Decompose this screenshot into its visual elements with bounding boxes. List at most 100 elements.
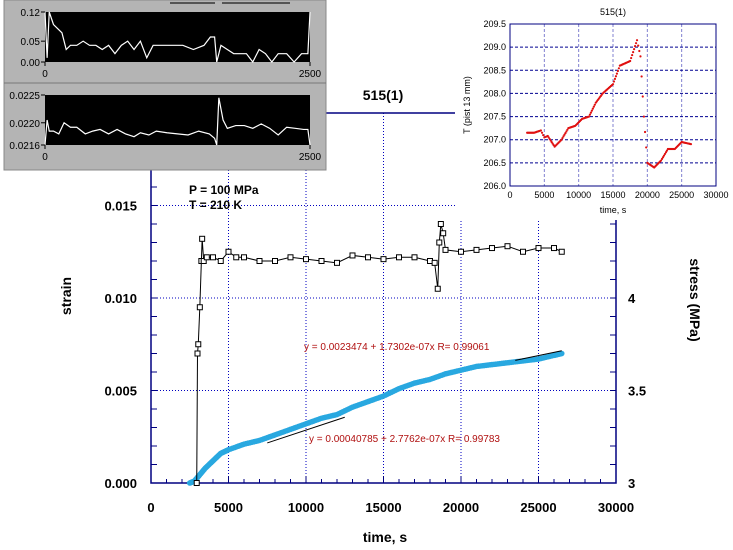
stress-point [473, 246, 480, 253]
plot-frame [150, 112, 617, 484]
stress-point [431, 259, 438, 266]
stress-point [196, 304, 203, 311]
inset-y-tick-label: 206.5 [483, 158, 506, 168]
x-axis-label: time, s [363, 529, 408, 545]
y-axis-label: strain [58, 277, 74, 315]
stress-point [200, 258, 207, 264]
stress-point [303, 256, 309, 263]
lower-monitor-x-tick-label: 2500 [299, 152, 322, 163]
temperature-point [540, 131, 544, 134]
temperature-point [635, 39, 639, 42]
stress-point [287, 254, 294, 261]
stress-point [334, 259, 340, 266]
fit-label: y = 0.0023474 + 1.7302e-07x R= 0.99061 [304, 342, 490, 353]
temperature-point [593, 103, 596, 106]
fit-label: y = 0.00040785 + 2.7762e-07x R= 0.99783 [309, 434, 500, 445]
annotation-temperature: T = 210 K [189, 198, 242, 212]
stress-point [272, 258, 278, 264]
x-tick-label: 25000 [520, 500, 556, 515]
lower-monitor-trace [44, 97, 311, 146]
stress-point [195, 341, 202, 348]
temperature-point [614, 75, 618, 78]
temperature-point [664, 151, 668, 154]
stress-point [411, 254, 418, 261]
temperature-point [665, 149, 669, 152]
stress-point [199, 235, 206, 242]
lower-monitor-y-tick-label: 0.0220 [9, 119, 40, 130]
inset-x-axis-label: time, s [600, 205, 627, 215]
temperature-point [640, 75, 643, 78]
x-tick-label: 5000 [214, 500, 243, 515]
inset-y-axis-label: T (pist 13 mm) [462, 76, 472, 134]
x-tick-label: 15000 [365, 500, 401, 515]
temperature-point [689, 143, 693, 146]
temperature-point [629, 59, 632, 63]
temperature-point [590, 109, 594, 112]
inset-title: 515(1) [600, 7, 626, 17]
temperature-point [662, 154, 666, 157]
temperature-point [592, 105, 595, 108]
inset-y-tick-label: 208.5 [483, 65, 506, 75]
temperature-point [645, 146, 648, 149]
annotation-pressure: P = 100 MPa [189, 183, 259, 197]
temperature-point [660, 157, 664, 160]
upper-monitor-y-tick-label: 0.12 [21, 8, 41, 19]
temperature-point [630, 56, 633, 60]
temperature-point [615, 72, 619, 75]
stress-point [437, 221, 444, 227]
stress-point [193, 480, 200, 486]
stress-point [504, 243, 511, 250]
temperature-point [566, 128, 569, 131]
strain-point [558, 350, 565, 357]
lower-monitor-plot-area [45, 95, 310, 145]
stress-point [380, 256, 387, 263]
temperature-point [611, 83, 615, 86]
inset-frame [509, 23, 717, 187]
temperature-point [560, 138, 563, 141]
temperature-point [633, 45, 637, 48]
stress-point [349, 252, 356, 259]
chart-title: 515(1) [363, 87, 403, 103]
inset-y-tick-label: 207.0 [483, 135, 506, 145]
stress-point [442, 246, 449, 253]
stress-point [203, 254, 210, 261]
stress-point [318, 258, 325, 264]
inset-y-tick-label: 206.0 [483, 181, 506, 191]
stress-point [520, 248, 526, 255]
temperature-point [588, 113, 592, 116]
inset-x-tick-label: 20000 [635, 190, 660, 200]
stress-point [194, 350, 201, 357]
inset-y-tick-label: 209.5 [483, 19, 506, 29]
inset-y-tick-label: 207.5 [483, 112, 506, 122]
temperature-point [612, 80, 616, 83]
temperature-point [562, 135, 565, 138]
inset-x-tick-label: 25000 [669, 190, 694, 200]
upper-monitor-plot-area [45, 12, 310, 62]
temperature-point [641, 95, 644, 98]
temperature-point [539, 129, 543, 132]
stress-point [440, 230, 447, 237]
upper-monitor-y-tick-label: 0.00 [21, 58, 41, 69]
stress-point [233, 254, 240, 261]
stress-point [217, 258, 224, 264]
temperature-point [632, 51, 635, 54]
stress-point [558, 248, 565, 255]
temperature-point [591, 107, 594, 110]
temperature-point [637, 44, 640, 47]
stress-point [535, 245, 542, 252]
inset-y-tick-label: 209.0 [483, 42, 506, 52]
upper-monitor-trace [44, 11, 311, 64]
y-tick-label: 0.015 [104, 199, 137, 214]
inset-x-tick-label: 0 [507, 190, 512, 200]
fit-line [267, 416, 345, 444]
fit-line [515, 350, 562, 361]
temperature-point [616, 69, 620, 73]
temperature-point [659, 159, 663, 162]
y2-tick-label: 3 [628, 476, 635, 491]
temperature-point [632, 48, 636, 51]
x-tick-label: 10000 [288, 500, 324, 515]
inset-x-tick-label: 10000 [566, 190, 591, 200]
stress-point [225, 248, 232, 255]
temperature-point [564, 132, 567, 135]
